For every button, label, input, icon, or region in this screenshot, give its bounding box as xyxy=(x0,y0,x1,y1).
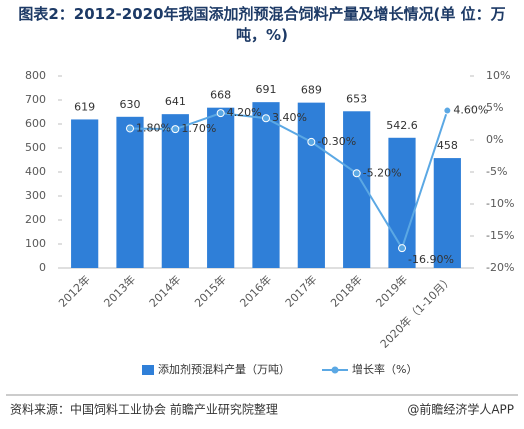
x-tick-label: 2013年 xyxy=(101,272,138,309)
y2-tick-label: -10% xyxy=(486,197,514,210)
y-tick-label: 0 xyxy=(39,261,46,274)
line-label: 4.20% xyxy=(227,106,262,119)
y2-tick-label: -20% xyxy=(486,261,514,274)
line-label: -0.30% xyxy=(317,135,356,148)
y-tick-label: 500 xyxy=(25,141,46,154)
bar-label: 641 xyxy=(165,95,186,108)
x-tick-label: 2019年 xyxy=(373,272,410,309)
x-tick-label: 2014年 xyxy=(146,272,183,309)
line-label: 4.60% xyxy=(453,104,488,117)
chart-title: 图表2：2012-2020年我国添加剂预混合饲料产量及增长情况(单 位：万吨，%… xyxy=(18,5,506,44)
line-marker xyxy=(262,114,270,123)
bar-label: 653 xyxy=(346,92,367,105)
x-tick-label: 2018年 xyxy=(327,272,364,309)
growth-line xyxy=(129,110,449,251)
y2-tick-label: -15% xyxy=(486,229,514,242)
x-tick-label: 2017年 xyxy=(282,272,319,309)
bar-label: 619 xyxy=(74,100,95,113)
y-tick-label: 200 xyxy=(25,213,46,226)
line-label: 1.80% xyxy=(136,121,171,134)
line-marker xyxy=(398,244,406,253)
bar-label: 542.6 xyxy=(386,119,418,132)
y-tick-label: 800 xyxy=(25,69,46,82)
line-marker xyxy=(216,109,225,118)
y2-tick-label: 0% xyxy=(486,133,503,146)
y-tick-label: 400 xyxy=(25,165,46,178)
source: 资料来源：中国饲料工业协会 前瞻产业研究院整理 xyxy=(10,402,278,417)
line-label: 1.70% xyxy=(181,122,216,135)
y-tick-label: 300 xyxy=(25,189,46,202)
bar xyxy=(252,102,280,268)
bar xyxy=(161,114,189,268)
line-marker xyxy=(307,137,316,146)
y2-tick-label: -5% xyxy=(486,165,507,178)
x-tick-label: 2016年 xyxy=(237,272,274,309)
y2-tick-label: 5% xyxy=(486,101,503,114)
line-marker xyxy=(126,124,134,133)
credit: @前瞻经济学人APP xyxy=(407,402,514,417)
legend-swatch xyxy=(142,365,154,375)
legend-label: 增长率（%） xyxy=(352,362,417,376)
line-marker xyxy=(171,125,180,134)
line-marker xyxy=(443,106,452,115)
y-tick-label: 600 xyxy=(25,117,46,130)
bar xyxy=(71,119,99,268)
x-tick-label: 2015年 xyxy=(191,272,228,309)
bar-label: 630 xyxy=(120,98,141,111)
y2-tick-label: 10% xyxy=(486,69,510,82)
bar xyxy=(207,107,235,269)
x-tick-label: 2012年 xyxy=(55,272,92,309)
bar xyxy=(116,116,144,268)
bar-label: 668 xyxy=(210,89,231,102)
bar-label: 689 xyxy=(301,84,322,97)
line-label: -16.90% xyxy=(408,253,454,266)
legend-label: 添加剂预混料产量（万吨） xyxy=(158,362,290,376)
y-tick-label: 700 xyxy=(25,93,46,106)
line-label: 3.40% xyxy=(272,111,307,124)
line-label: -5.20% xyxy=(363,166,402,179)
bar xyxy=(297,102,325,268)
line-marker xyxy=(352,169,361,178)
bar-label: 691 xyxy=(256,83,277,96)
legend-swatch xyxy=(331,366,339,374)
bar xyxy=(433,158,461,268)
bar-label: 458 xyxy=(437,139,458,152)
y-tick-label: 100 xyxy=(25,237,46,250)
